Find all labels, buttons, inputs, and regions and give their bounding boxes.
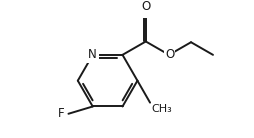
Text: CH₃: CH₃: [152, 104, 172, 114]
Text: O: O: [165, 48, 174, 61]
Text: N: N: [88, 48, 97, 61]
Text: F: F: [58, 107, 65, 120]
Text: O: O: [141, 0, 150, 13]
